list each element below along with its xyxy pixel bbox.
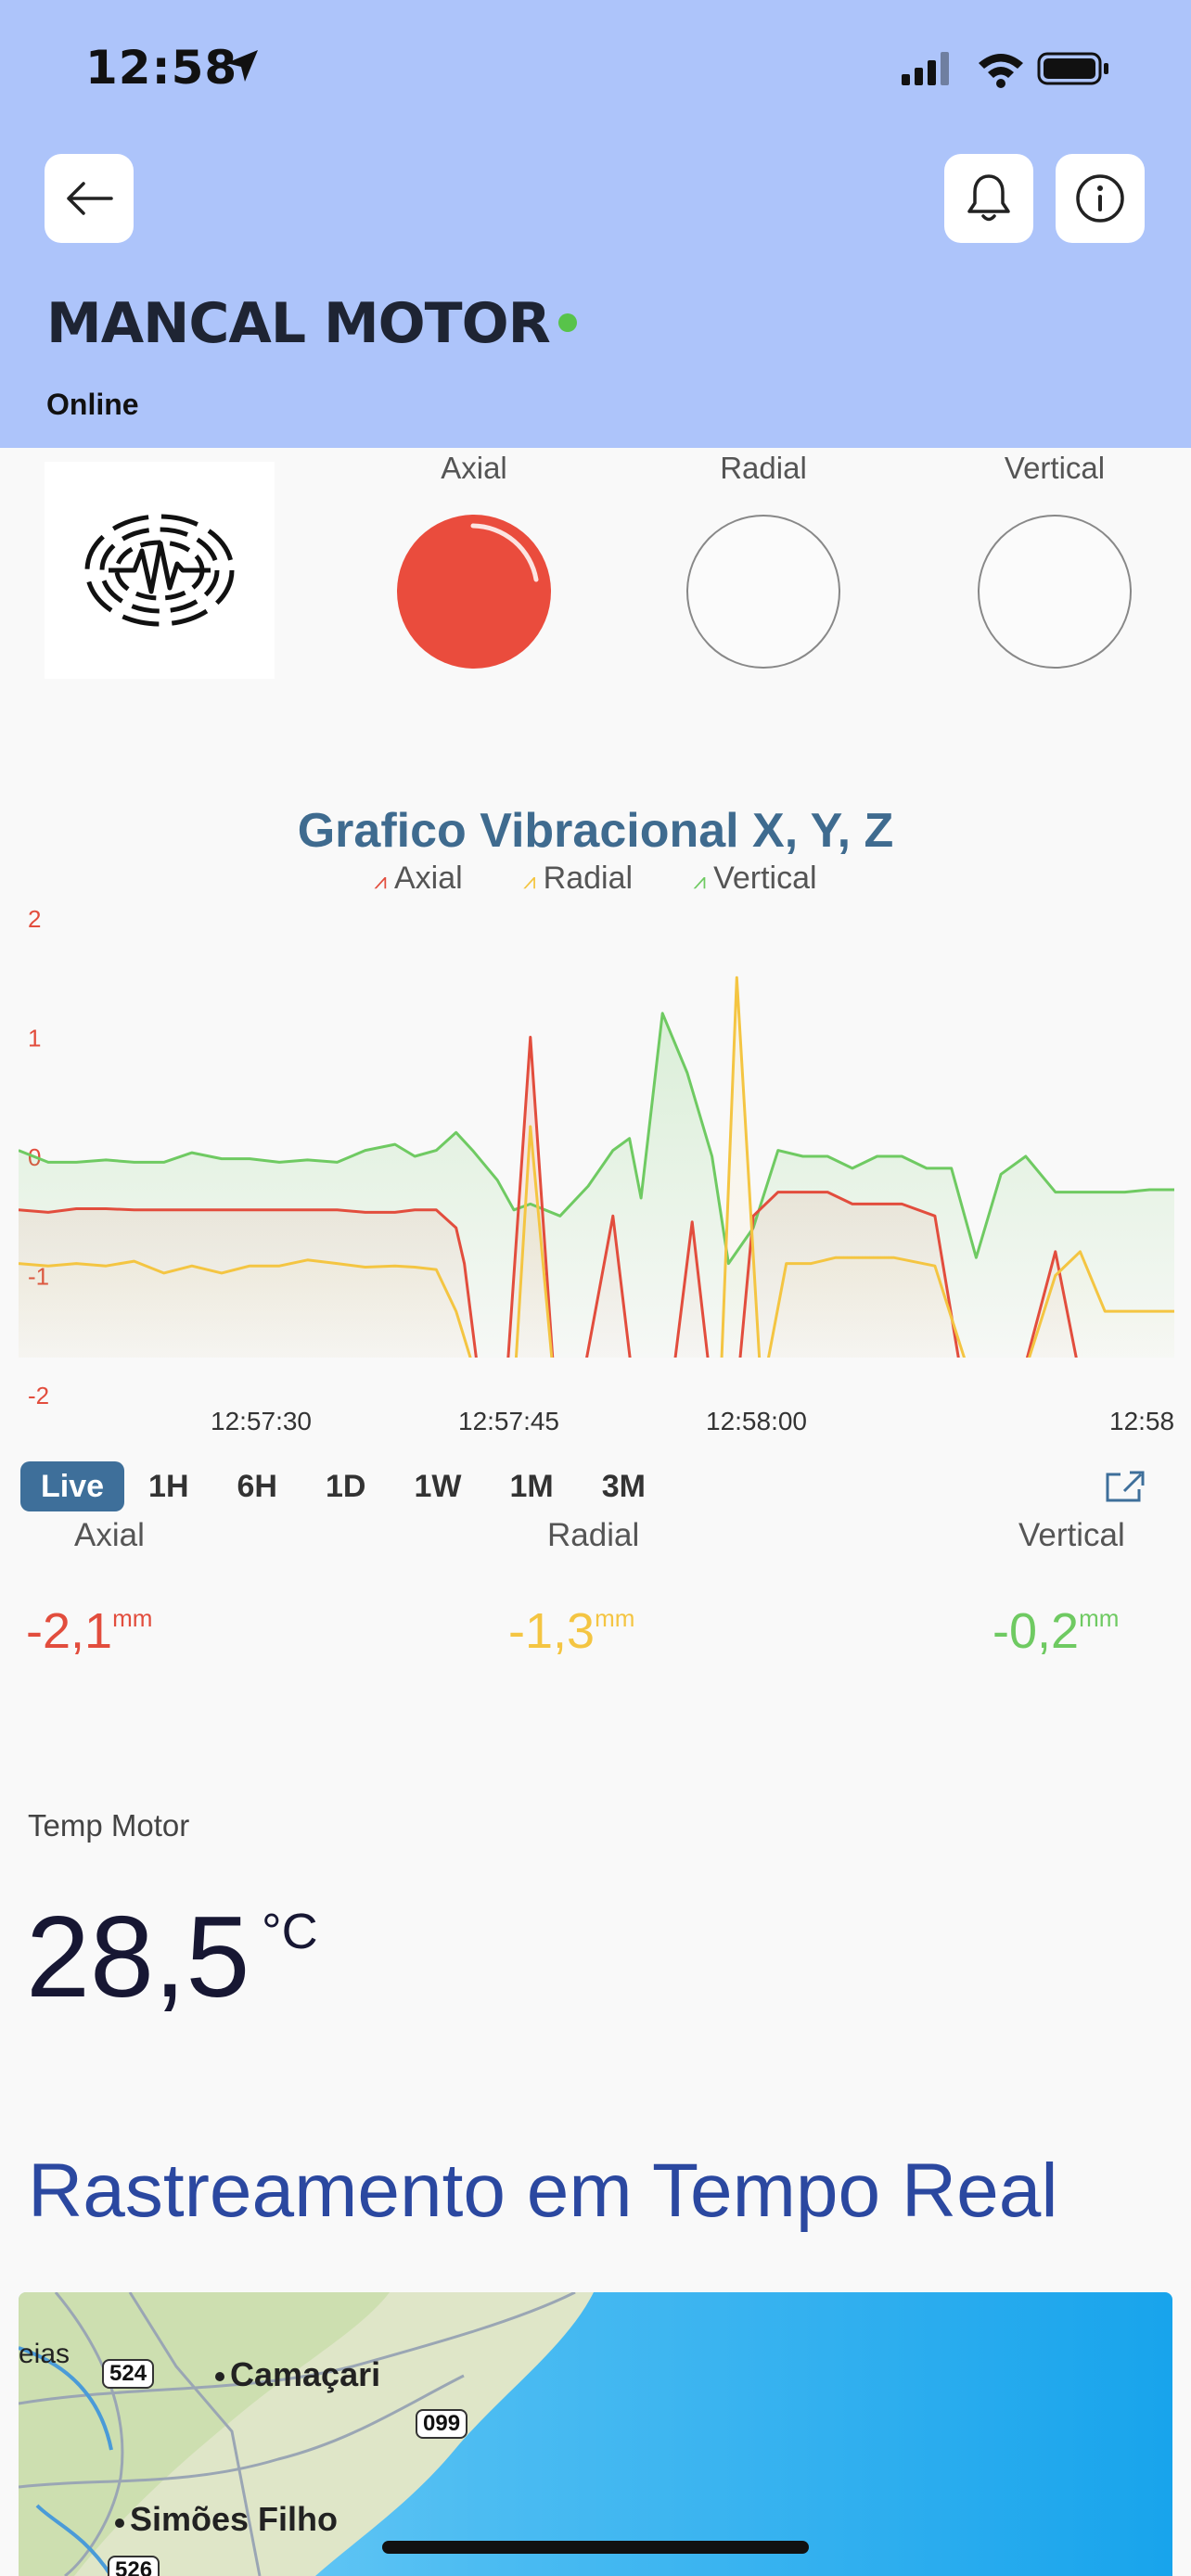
reading-value-radial: -1,3mm: [508, 1603, 635, 1659]
x-tick-label: 12:57:45: [458, 1407, 559, 1435]
temperature-value: 28,5: [26, 1894, 250, 2021]
battery-icon: [1037, 52, 1108, 85]
map-label-simoes-filho: Simões Filho: [130, 2500, 339, 2538]
info-button[interactable]: [1056, 154, 1145, 243]
series-line-axial: [19, 1036, 1078, 1358]
status-time: 12:58: [85, 41, 238, 95]
status-indicators: [900, 48, 1122, 94]
radial-status-indicator: [686, 515, 840, 669]
series-line-vertical: [19, 1012, 1174, 1266]
vibration-sensor-image: [45, 462, 275, 679]
chart-legend[interactable]: ⩘ Axial ⩘ Radial ⩘ Vertical: [0, 861, 1191, 897]
device-title: MANCAL MOTOR: [46, 291, 551, 356]
series-area-radial: [19, 977, 1174, 1358]
x-tick-label: 12:58:00: [706, 1407, 807, 1435]
info-icon: [1076, 174, 1124, 223]
range-1m[interactable]: 1M: [509, 1469, 554, 1504]
expand-chart-icon[interactable]: [1102, 1469, 1146, 1506]
map-label-camacari: Camaçari: [230, 2355, 381, 2393]
range-1h[interactable]: 1H: [148, 1469, 189, 1504]
road-shield-526: 526: [108, 2556, 160, 2576]
road-shield-099: 099: [416, 2409, 468, 2439]
x-tick-label: 12:57:30: [211, 1407, 312, 1435]
legend-radial[interactable]: ⩘ Radial: [523, 861, 634, 896]
temperature-unit: °C: [262, 1904, 318, 1959]
city-marker-camacari: [215, 2372, 224, 2381]
axis-label-axial: Axial: [441, 451, 507, 485]
reading-label-axial: Axial: [74, 1517, 145, 1553]
vibration-sensor-icon: [84, 514, 235, 627]
reading-label-radial: Radial: [547, 1517, 640, 1553]
home-indicator[interactable]: [382, 2541, 809, 2554]
legend-vertical[interactable]: ⩘ Vertical: [693, 861, 817, 896]
signal-icon: [902, 52, 949, 85]
x-tick-label: 12:58: [1109, 1407, 1174, 1435]
tracking-title: Rastreamento em Tempo Real: [28, 2149, 1058, 2233]
notifications-button[interactable]: [944, 154, 1033, 243]
range-6h[interactable]: 6H: [237, 1469, 277, 1504]
range-3m[interactable]: 3M: [601, 1469, 646, 1504]
series-line-radial: [19, 976, 1174, 1358]
indicator-gloss: [470, 523, 539, 582]
city-marker-simoes-filho: [115, 2519, 124, 2528]
axis-label-vertical: Vertical: [1004, 451, 1106, 485]
range-1d[interactable]: 1D: [325, 1469, 366, 1504]
time-range-selector[interactable]: Live 1H 6H 1D 1W 1M 3M: [20, 1461, 670, 1511]
range-live[interactable]: Live: [20, 1461, 125, 1511]
wifi-icon: [979, 54, 1023, 88]
bell-icon: [967, 174, 1010, 222]
road-shield-524: 524: [102, 2359, 155, 2389]
back-button[interactable]: [45, 154, 134, 243]
temperature-label: Temp Motor: [28, 1808, 190, 1843]
location-arrow-icon: [226, 50, 258, 82]
reading-value-axial: -2,1mm: [26, 1603, 153, 1659]
range-1w[interactable]: 1W: [414, 1469, 462, 1504]
online-status-dot: [558, 313, 577, 332]
y-tick-label: 2: [28, 905, 41, 933]
device-header: 12:58: [0, 0, 1191, 448]
y-tick-label: -2: [28, 1382, 49, 1409]
chart-title: Grafico Vibracional X, Y, Z: [297, 804, 894, 858]
reading-label-vertical: Vertical: [1018, 1517, 1125, 1553]
axis-label-radial: Radial: [720, 451, 807, 485]
connection-status: Online: [46, 388, 139, 421]
y-tick-label: 1: [28, 1025, 41, 1052]
tracking-map[interactable]: eias 524 Camaçari 099 Simões Filho 526: [19, 2292, 1172, 2576]
vertical-status-indicator: [978, 515, 1132, 669]
reading-value-vertical: -0,2mm: [992, 1603, 1120, 1659]
axial-status-indicator: [397, 515, 551, 669]
arrow-left-icon: [67, 182, 113, 215]
legend-axial[interactable]: ⩘ Axial: [374, 861, 463, 896]
map-label-edge: eias: [19, 2339, 70, 2369]
